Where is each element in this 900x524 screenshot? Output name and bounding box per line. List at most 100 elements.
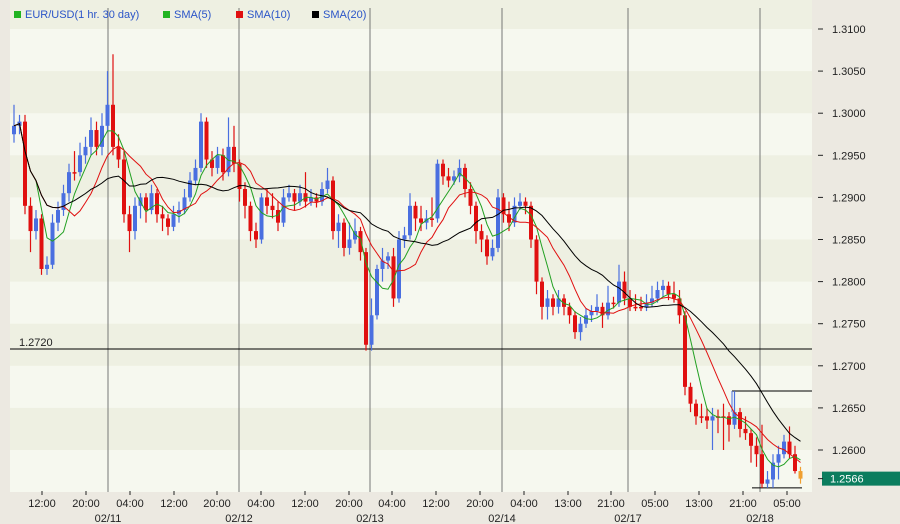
candle-body <box>694 403 698 417</box>
candle-body <box>166 218 170 227</box>
sma-5-line <box>13 123 801 468</box>
x-date-label: 02/13 <box>356 513 384 524</box>
candle-body <box>188 180 192 198</box>
candle-body <box>600 306 605 316</box>
candle-body <box>342 222 346 248</box>
candle-body <box>452 176 456 181</box>
candle <box>358 226 363 261</box>
y-tick-label: 1.2800 <box>832 277 866 289</box>
candle <box>793 445 797 474</box>
candle-body <box>133 205 137 232</box>
candle-body <box>661 285 665 291</box>
candle <box>89 117 93 156</box>
band <box>10 0 812 29</box>
candle-body <box>672 294 676 299</box>
candle-body <box>336 222 341 232</box>
candle-body <box>699 416 704 418</box>
candle <box>573 311 577 339</box>
candle <box>287 184 291 202</box>
candle-body <box>270 205 275 211</box>
candle-body <box>457 167 462 177</box>
candle-body <box>589 311 594 316</box>
candle <box>683 311 687 396</box>
candle-body <box>441 163 445 177</box>
last-price-badge <box>822 471 900 486</box>
candle <box>353 218 357 244</box>
candle <box>100 113 104 156</box>
candle <box>292 188 297 211</box>
candle <box>380 247 385 282</box>
candle <box>457 159 462 183</box>
candle <box>622 271 627 306</box>
x-time-label: 12:00 <box>291 498 319 510</box>
candle-body <box>534 239 539 282</box>
legend-swatch <box>236 11 243 18</box>
candle <box>259 193 264 244</box>
candle-body <box>512 205 517 223</box>
x-time-label: 05:00 <box>641 498 669 510</box>
candle <box>798 466 803 484</box>
candle-body <box>210 159 214 168</box>
candle-body <box>28 205 33 232</box>
candle <box>364 247 368 351</box>
band <box>10 407 812 450</box>
candle <box>650 285 654 307</box>
candle-body <box>595 306 599 312</box>
candle-body <box>215 155 220 168</box>
candle <box>204 117 209 168</box>
candle-body <box>562 298 566 307</box>
candle-body <box>23 121 27 206</box>
candle <box>760 424 764 488</box>
candle <box>413 201 418 232</box>
x-time-label: 21:00 <box>729 498 757 510</box>
y-tick-label: 1.3100 <box>832 24 866 36</box>
candle <box>171 205 176 232</box>
band <box>10 323 812 366</box>
candle-body <box>45 264 49 269</box>
candle-body <box>496 197 500 248</box>
candle <box>281 188 286 227</box>
x-time-label: 04:00 <box>510 498 538 510</box>
candle <box>72 151 77 181</box>
candle-body <box>232 146 236 164</box>
candle <box>210 151 214 177</box>
candle-body <box>446 176 451 181</box>
candle <box>677 290 682 324</box>
candle-body <box>419 218 423 223</box>
candle-body <box>518 201 522 206</box>
candle-body <box>391 256 396 299</box>
candle <box>105 71 110 132</box>
candle-body <box>325 180 330 189</box>
candle <box>540 277 544 320</box>
candle-body <box>743 428 748 434</box>
candle <box>545 290 550 320</box>
candle <box>441 159 445 185</box>
candle <box>78 142 82 177</box>
candle-body <box>710 416 715 421</box>
candle-body <box>281 197 286 223</box>
x-date-label: 02/17 <box>614 513 642 524</box>
candle <box>232 125 236 173</box>
candle <box>749 428 753 463</box>
candle <box>248 201 253 242</box>
candle-body <box>193 167 198 181</box>
candle-body <box>551 298 555 307</box>
moving-averages <box>13 123 801 468</box>
candle <box>694 399 698 425</box>
candle-body <box>369 315 374 345</box>
candle <box>193 159 198 185</box>
candle-body <box>567 306 572 316</box>
candle-body <box>430 218 434 220</box>
candle-body <box>111 104 115 147</box>
candle-body <box>666 285 671 295</box>
candle-body <box>347 239 352 248</box>
candle-body <box>67 172 71 194</box>
candle <box>611 296 616 309</box>
candle <box>83 136 88 164</box>
x-axis: 12:00 20:00 04:00 12:00 20:00 04:00 12:00 20:00… <box>28 491 801 524</box>
candle-body <box>622 281 627 299</box>
candle-body <box>606 302 610 316</box>
candle-body <box>633 306 638 309</box>
candle-body <box>380 260 385 269</box>
candle-body <box>309 197 313 202</box>
